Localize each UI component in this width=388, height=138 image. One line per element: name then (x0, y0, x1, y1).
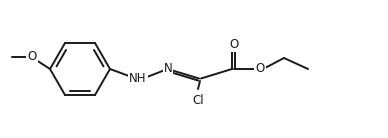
Text: Cl: Cl (192, 95, 204, 108)
Text: O: O (255, 63, 265, 75)
Text: O: O (28, 51, 36, 63)
Text: NH: NH (129, 72, 147, 86)
Text: N: N (164, 63, 172, 75)
Text: O: O (229, 38, 238, 51)
